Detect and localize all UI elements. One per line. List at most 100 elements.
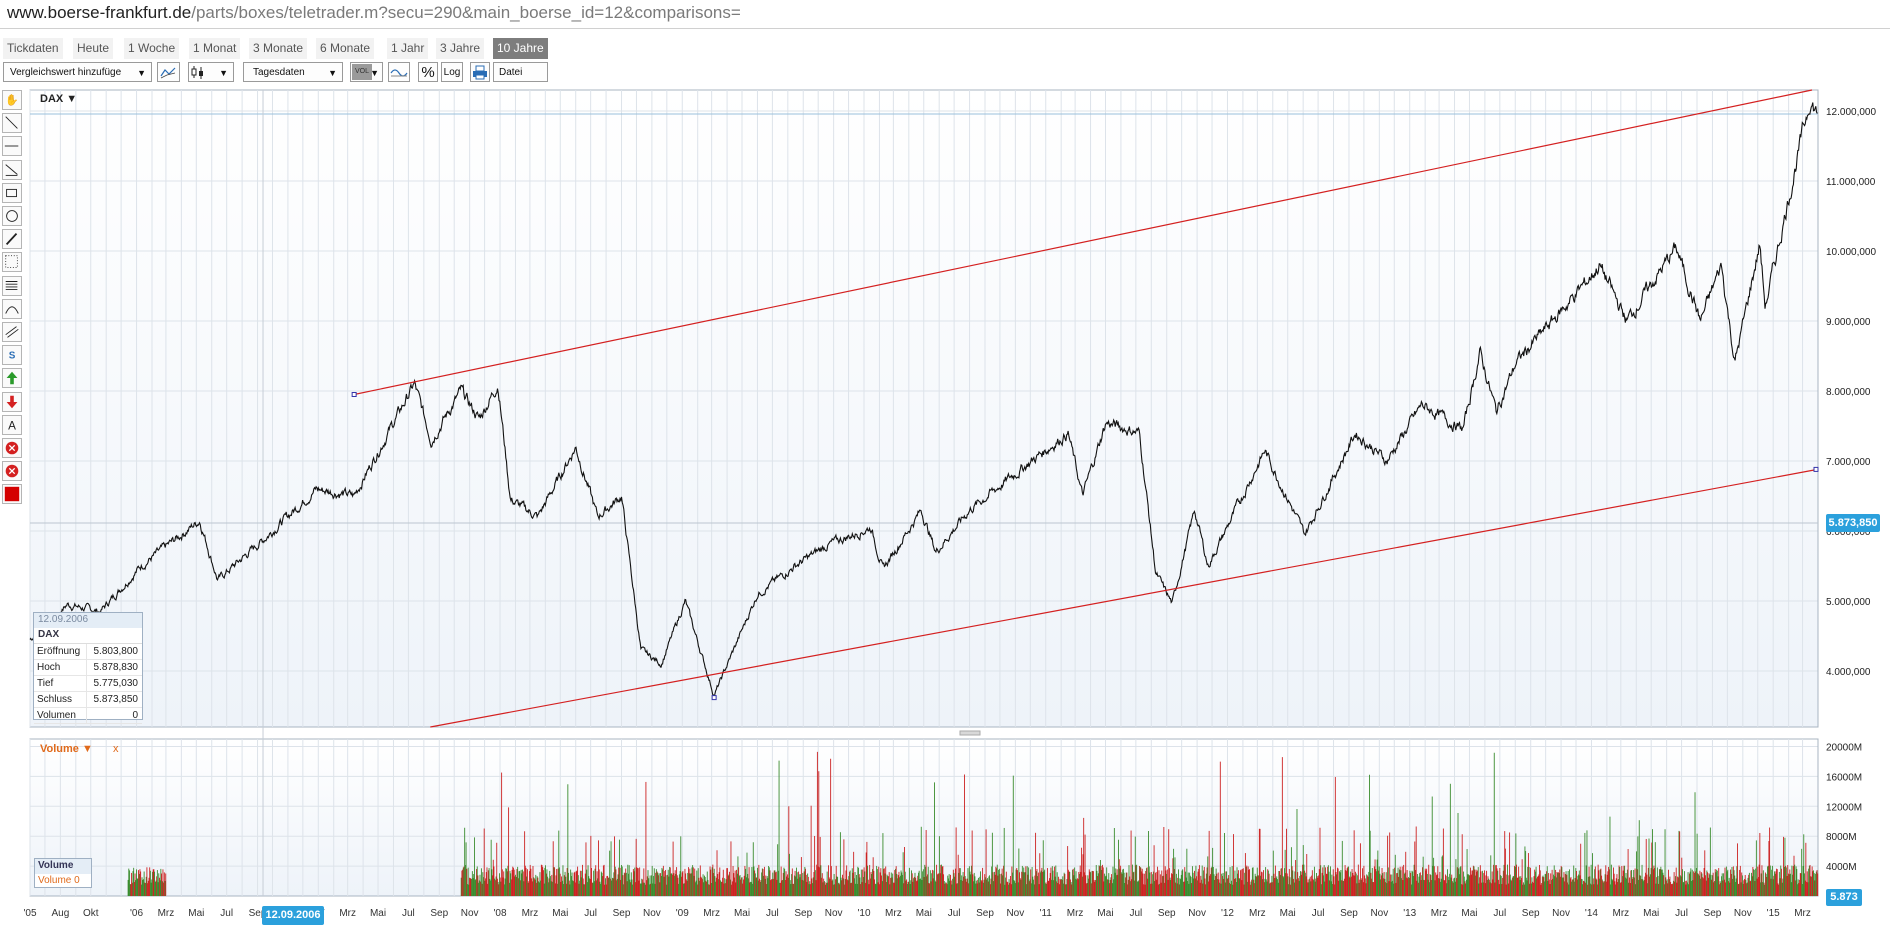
percent-label: % <box>421 64 435 81</box>
chevron-down-icon: ▼ <box>370 68 379 78</box>
info-label: Hoch <box>37 660 87 675</box>
delete-tool[interactable] <box>2 438 22 458</box>
x-tick-label: Nov <box>1188 908 1206 919</box>
x-tick-label: Aug <box>51 908 69 919</box>
tab-1-woche[interactable]: 1 Woche <box>124 38 180 59</box>
x-tick-label: '14 <box>1585 908 1598 919</box>
log-label: Log <box>443 67 461 78</box>
chart-toolbar: Vergleichswert hinzufüge ▼ ▼ Tagesdaten ▼ … <box>0 62 1890 84</box>
x-tick-label: Jul <box>402 908 415 919</box>
svg-text:S: S <box>9 351 16 362</box>
delete-all-tool[interactable] <box>2 461 22 482</box>
x-tick-label: Mrz <box>1249 908 1266 919</box>
trend-line <box>430 468 1818 728</box>
color-icon <box>4 487 20 502</box>
info-row: Hoch 5.878,830 <box>34 660 142 676</box>
info-value: 0 <box>132 710 138 721</box>
text-tool[interactable]: A <box>2 414 22 435</box>
ellipse-tool[interactable] <box>2 206 22 226</box>
grid-tool[interactable] <box>2 275 22 296</box>
compare-dropdown[interactable]: Vergleichswert hinzufüge ▼ <box>3 62 152 82</box>
arc-tool[interactable] <box>2 298 22 319</box>
trend-line-handle <box>1813 466 1819 472</box>
x-tick-label: Sep <box>430 908 448 919</box>
tab-tickdaten[interactable]: Tickdaten <box>3 38 63 59</box>
x-tick-label: '10 <box>857 908 870 919</box>
y-tick-label: 11.000,000 <box>1826 177 1876 188</box>
percent-button[interactable]: % <box>418 62 438 82</box>
tab-3-jahre[interactable]: 3 Jahre <box>436 38 485 59</box>
hand-tool[interactable]: ✋ <box>2 90 22 110</box>
x-tick-label: '11 <box>1040 908 1053 919</box>
url-bar[interactable]: www.boerse-frankfurt.de/parts/boxes/tele… <box>0 0 1890 29</box>
color-tool[interactable] <box>2 484 22 505</box>
arrow-down-tool[interactable] <box>2 391 22 412</box>
tab-3-monate[interactable]: 3 Monate <box>249 38 308 59</box>
tab-1-monat[interactable]: 1 Monat <box>189 38 241 59</box>
x-tick-label: Nov <box>1006 908 1024 919</box>
tab-1-jahr[interactable]: 1 Jahr <box>387 38 429 59</box>
x-tick-label: Nov <box>1370 908 1388 919</box>
info-label: Eröffnung <box>37 644 87 659</box>
volume-bars <box>127 751 1819 896</box>
volume-toggle[interactable]: VOL ▼ <box>350 62 383 82</box>
x-tick-label: Nov <box>1552 908 1570 919</box>
channel-tool[interactable] <box>2 322 22 342</box>
info-row: Eröffnung 5.803,800 <box>34 644 142 660</box>
trend-line-handle <box>351 392 357 397</box>
pencil-icon <box>5 233 18 246</box>
channel-icon <box>5 326 19 338</box>
arrow-up-icon <box>6 372 18 385</box>
delete-icon <box>5 441 19 455</box>
last-price-tag: 5.873,850 <box>1826 514 1880 532</box>
chevron-down-icon: ▼ <box>219 68 228 78</box>
info-date: 12.09.2006 <box>34 613 142 628</box>
x-tick-label: Mrz <box>885 908 902 919</box>
tab-heute[interactable]: Heute <box>73 38 114 59</box>
print-button[interactable] <box>470 62 490 82</box>
chart-type-dropdown[interactable]: ▼ <box>188 62 234 82</box>
price-legend: DAX ▼ <box>40 93 77 105</box>
x-tick-label: '12 <box>1221 908 1234 919</box>
x-tick-label: Mrz <box>1067 908 1084 919</box>
rectangle-tool[interactable] <box>2 182 22 203</box>
x-tick-label: Jul <box>1675 908 1688 919</box>
x-tick-label: '09 <box>676 908 689 919</box>
x-tick-label: Mai <box>916 908 932 919</box>
x-tick-label: Nov <box>1734 908 1752 919</box>
s-tool[interactable]: S <box>2 345 22 366</box>
line-tool[interactable] <box>2 113 22 134</box>
grid-icon <box>5 280 18 290</box>
horizontal-line-tool[interactable] <box>2 136 22 157</box>
y-tick-label: 10.000,000 <box>1826 247 1876 258</box>
url-text[interactable]: www.boerse-frankfurt.de/parts/boxes/tele… <box>7 3 741 23</box>
trend-line-tool[interactable] <box>2 159 22 180</box>
fibonacci-tool[interactable] <box>2 252 22 273</box>
y-tick-label: 12.000,000 <box>1826 107 1876 118</box>
arrow-up-tool[interactable] <box>2 368 22 389</box>
x-tick-label: Sep <box>794 908 812 919</box>
info-row: Tief 5.775,030 <box>34 676 142 692</box>
interval-dropdown[interactable]: Tagesdaten ▼ <box>243 62 343 82</box>
volume-tick-label: 12000M <box>1826 802 1862 813</box>
last-volume-tag: 5.873 <box>1826 889 1862 906</box>
trend-line-icon <box>5 163 18 176</box>
x-tick-label: '05 <box>23 908 36 919</box>
tab-10-jahre[interactable]: 10 Jahre <box>493 38 548 59</box>
volume-tick-label: 4000M <box>1826 862 1857 873</box>
x-tick-label: Mrz <box>1794 908 1811 919</box>
x-tick-label: Jul <box>584 908 597 919</box>
log-button[interactable]: Log <box>441 62 463 82</box>
trend-line <box>354 89 1813 396</box>
line-chart-icon <box>160 67 176 79</box>
dax-price-line <box>29 102 1818 698</box>
pencil-tool[interactable] <box>2 229 22 250</box>
indicator-button[interactable] <box>388 62 410 82</box>
file-menu[interactable]: Datei <box>493 62 548 82</box>
x-tick-label: Mrz <box>703 908 720 919</box>
tab-6-monate[interactable]: 6 Monate <box>316 38 375 59</box>
x-tick-label: '13 <box>1403 908 1416 919</box>
line-chart-button[interactable] <box>157 62 180 82</box>
info-row: Schluss 5.873,850 <box>34 692 142 708</box>
